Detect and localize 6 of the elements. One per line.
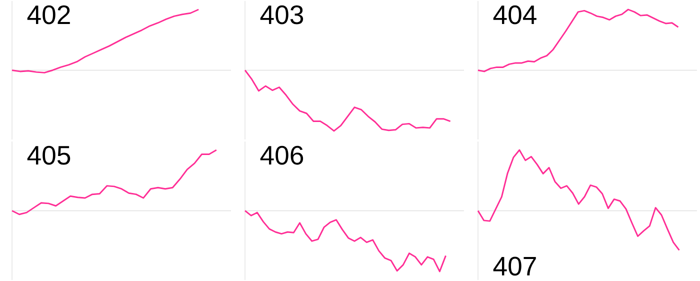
text: 407 [493,256,536,276]
chart-title: 405 [27,146,70,165]
chart-title: 406 [260,146,304,165]
chart-title: 402 [27,5,70,24]
chart-title: 403 [260,5,304,24]
chart-title: 404 [493,5,536,24]
